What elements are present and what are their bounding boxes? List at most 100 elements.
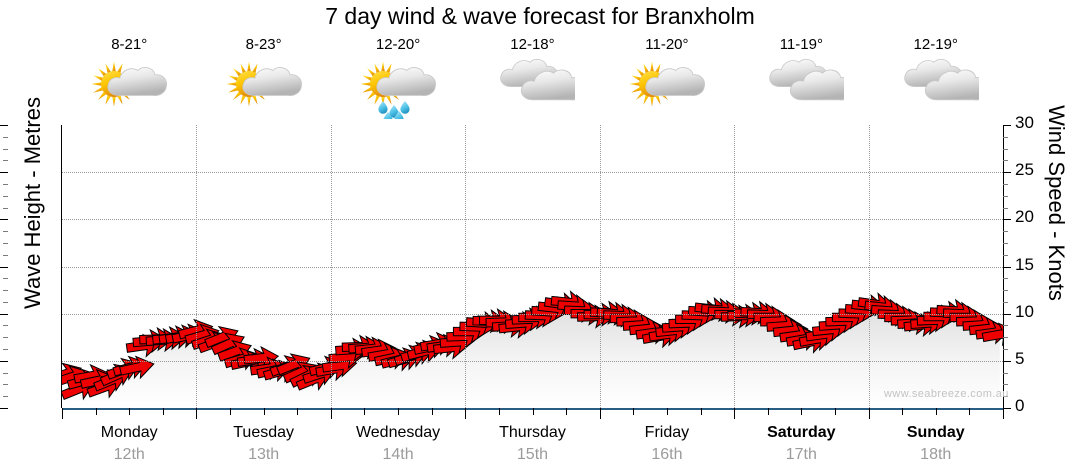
left-axis-minor-tick xyxy=(3,254,8,256)
right-axis-minor-tick xyxy=(1003,231,1008,233)
x-axis-day-tick xyxy=(196,408,198,419)
day-name: Tuesday xyxy=(233,424,295,441)
left-axis-minor-tick xyxy=(3,325,8,327)
x-axis-day-tick xyxy=(868,408,870,419)
left-axis-minor-tick xyxy=(3,337,8,339)
left-axis-minor-tick xyxy=(3,278,8,280)
day-label-thursday: Thursday 15th xyxy=(465,422,599,472)
day-label-friday: Friday 16th xyxy=(600,422,734,472)
day-date: 12th xyxy=(113,446,145,463)
day-name: Thursday xyxy=(499,424,566,441)
left-axis-minor-tick xyxy=(3,372,8,374)
left-axis-tick xyxy=(0,408,8,409)
day-label-monday: Monday 12th xyxy=(62,422,196,472)
day-boundary-gridline xyxy=(465,125,467,408)
day-name: Sunday xyxy=(906,424,965,441)
horizontal-gridline xyxy=(62,172,1003,174)
x-axis-hour-tick xyxy=(767,408,769,415)
left-axis-minor-tick xyxy=(3,136,8,138)
left-axis-minor-tick xyxy=(3,349,8,351)
x-axis-day-tick xyxy=(330,408,332,419)
right-axis-minor-tick xyxy=(1003,384,1008,386)
right-axis-tick-label: 15 xyxy=(1015,254,1034,274)
horizontal-gridline xyxy=(62,360,1003,362)
left-axis-minor-tick xyxy=(3,183,8,185)
temperature-range: 12-20° xyxy=(375,36,421,53)
page-title: 7 day wind & wave forecast for Branxholm xyxy=(325,3,755,29)
right-axis-minor-tick xyxy=(1003,207,1008,209)
right-axis-minor-tick xyxy=(1003,290,1008,292)
temperature-range: 12-19° xyxy=(913,36,958,53)
right-axis-minor-tick xyxy=(1003,349,1008,351)
plot-area xyxy=(62,125,1003,408)
right-axis-tick-label: 20 xyxy=(1015,207,1034,227)
x-axis-hour-tick xyxy=(162,408,164,415)
day-date: 16th xyxy=(651,446,683,463)
cloudy-icon xyxy=(904,58,979,101)
left-axis-minor-tick xyxy=(3,195,8,197)
left-axis-minor-tick xyxy=(3,242,8,244)
left-axis-minor-tick xyxy=(3,396,8,398)
day-header-strip: 8-21° 8-23° 12-20° 12-18° 11-20° 11-19° 12-19° xyxy=(62,34,1003,124)
left-axis: 0123456 xyxy=(0,125,62,415)
x-axis-hour-tick xyxy=(498,408,500,415)
temperature-range: 8-23° xyxy=(245,36,282,53)
right-axis-tick xyxy=(1003,266,1011,268)
x-axis-hour-tick xyxy=(801,408,803,415)
day-name: Wednesday xyxy=(355,424,441,441)
right-axis-minor-tick xyxy=(1003,254,1008,256)
x-axis-hour-tick xyxy=(902,408,904,415)
x-axis xyxy=(62,408,1004,422)
horizontal-gridline xyxy=(62,266,1003,268)
left-axis-tick xyxy=(0,313,8,315)
cloudy-icon xyxy=(500,58,576,101)
x-axis-hour-tick xyxy=(834,408,836,415)
day-label-saturday: Saturday 17th xyxy=(734,422,868,472)
left-axis-minor-tick xyxy=(3,160,8,162)
day-label-tuesday: Tuesday 13th xyxy=(196,422,330,472)
sun-behind-cloud-icon xyxy=(91,61,168,107)
left-axis-tick xyxy=(0,125,8,126)
x-axis-hour-tick xyxy=(969,408,971,415)
right-axis-tick-label: 25 xyxy=(1015,160,1034,180)
right-axis-tick xyxy=(1003,360,1011,362)
x-axis-day-tick xyxy=(62,408,63,419)
right-axis-minor-tick xyxy=(1003,148,1008,150)
x-axis-hour-tick xyxy=(532,408,534,415)
day-date: 13th xyxy=(248,446,280,463)
temperature-range: 11-20° xyxy=(645,36,689,53)
right-axis-tick xyxy=(1003,125,1011,126)
right-axis-tick xyxy=(1003,172,1011,174)
horizontal-gridline xyxy=(62,219,1003,221)
day-column-sunday: 12-19° xyxy=(869,34,1003,124)
right-axis-tick-label: 5 xyxy=(1015,348,1025,368)
left-axis-minor-tick xyxy=(3,148,8,150)
left-axis-tick xyxy=(0,172,8,174)
x-axis-hour-tick xyxy=(566,408,568,415)
right-axis-minor-tick xyxy=(1003,242,1008,244)
right-axis-minor-tick xyxy=(1003,301,1008,303)
day-boundary-gridline xyxy=(734,125,736,408)
day-name: Monday xyxy=(100,424,158,441)
x-axis-day-tick xyxy=(599,408,601,419)
right-axis-tick-label: 10 xyxy=(1015,301,1034,321)
horizontal-gridline xyxy=(62,313,1003,315)
x-axis-hour-tick xyxy=(633,408,635,415)
left-axis-spine xyxy=(61,125,62,408)
day-column-tuesday: 8-23° xyxy=(196,34,330,124)
x-axis-hour-tick xyxy=(230,408,232,415)
x-axis-day-tick xyxy=(734,408,736,419)
sun-behind-cloud-icon xyxy=(629,61,705,107)
temperature-range: 12-18° xyxy=(510,36,555,53)
right-axis-minor-tick xyxy=(1003,160,1008,162)
day-date: 17th xyxy=(785,446,817,463)
day-date: 18th xyxy=(920,446,952,463)
right-axis-minor-tick xyxy=(1003,183,1008,185)
x-axis-hour-tick xyxy=(935,408,937,415)
right-axis-minor-tick xyxy=(1003,372,1008,374)
left-axis-tick xyxy=(0,266,8,268)
left-axis-minor-tick xyxy=(3,231,8,233)
day-column-saturday: 11-19° xyxy=(734,34,868,124)
wind-arrow-series xyxy=(62,290,1003,408)
